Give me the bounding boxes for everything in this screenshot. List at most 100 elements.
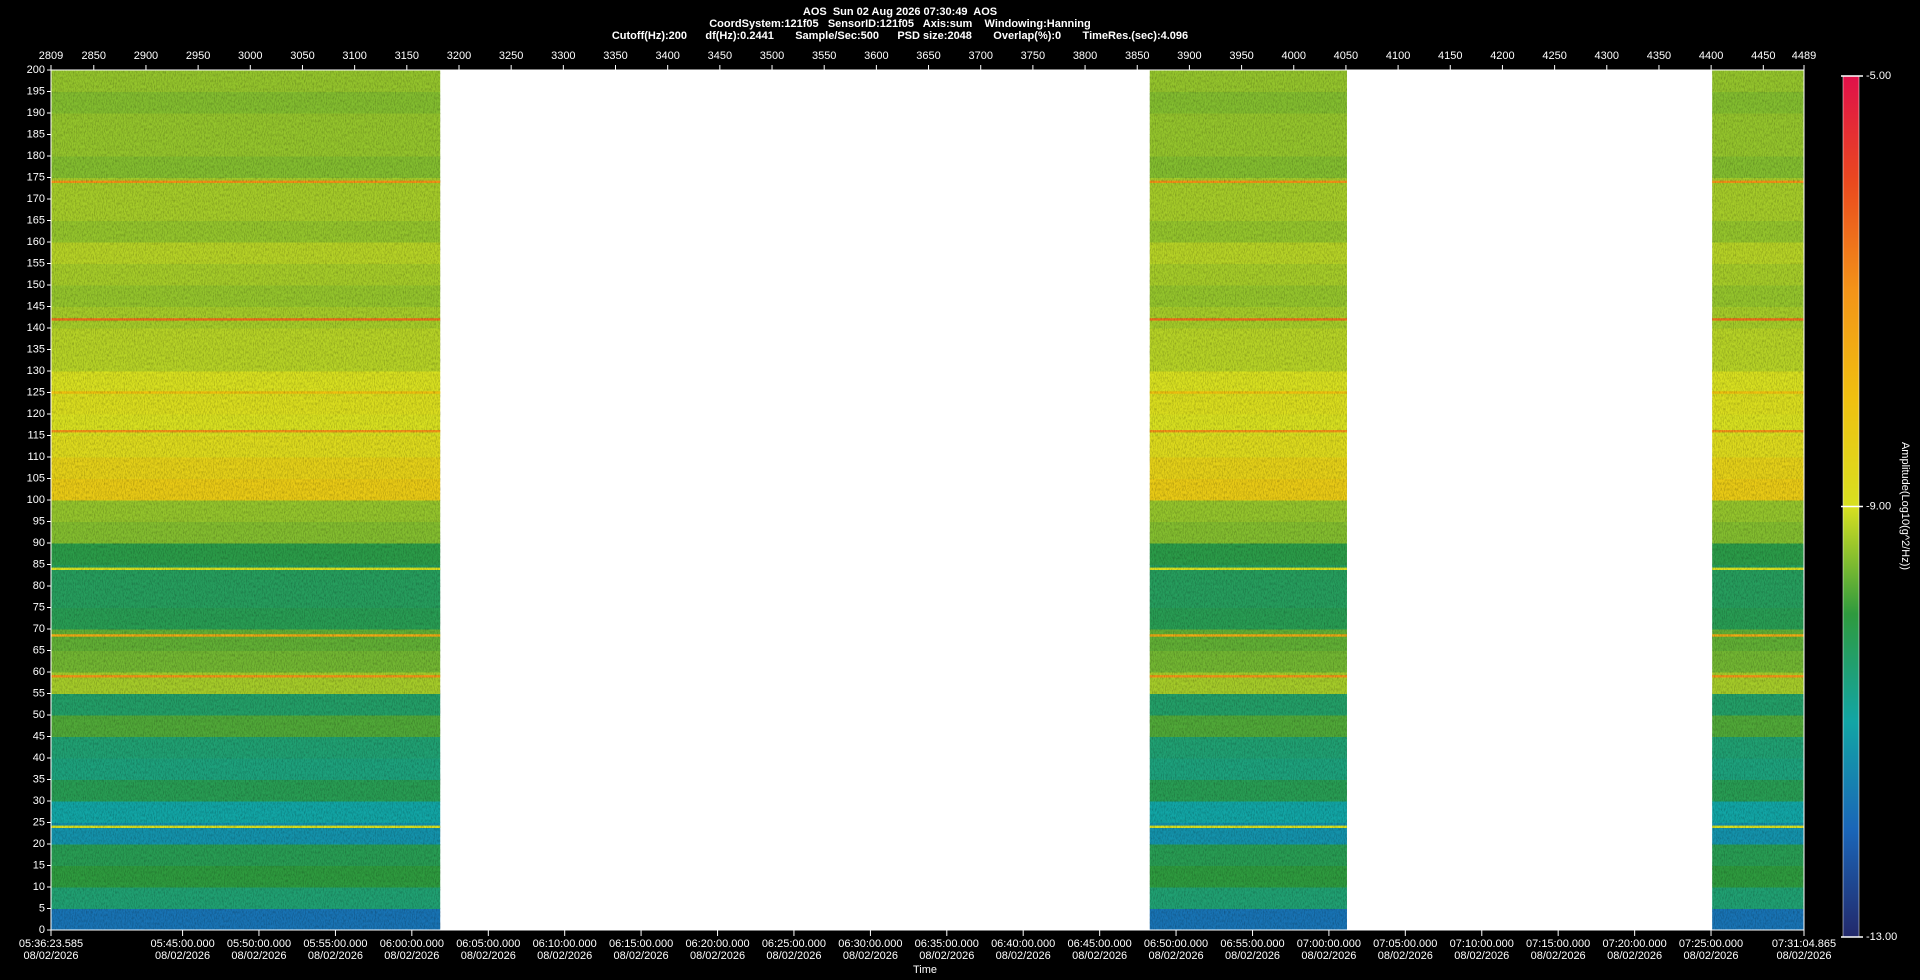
- x2-tick-label: 06:45:00.000: [1068, 938, 1132, 950]
- y-tick-label: 100: [27, 494, 45, 506]
- x2-tick-label: 07:15:00.000: [1526, 938, 1590, 950]
- x-axis-label: Time: [913, 964, 937, 976]
- x2-tick-date: 08/02/2026: [996, 950, 1051, 962]
- x2-tick-label: 06:50:00.000: [1144, 938, 1208, 950]
- y-tick-label: 80: [33, 580, 45, 592]
- colorbar-tick-label: -5.00: [1866, 70, 1891, 82]
- x-tick-label: 3400: [655, 50, 679, 62]
- x2-tick-date: 08/02/2026: [614, 950, 669, 962]
- x2-tick-label: 07:00:00.000: [1297, 938, 1361, 950]
- x-tick-label: 3550: [812, 50, 836, 62]
- y-tick-label: 115: [27, 429, 45, 441]
- y-tick-label: 65: [33, 644, 45, 656]
- y-tick-label: 90: [33, 537, 45, 549]
- x2-tick-label: 06:35:00.000: [915, 938, 979, 950]
- x-tick-label: 4150: [1438, 50, 1462, 62]
- x-tick-label: 3000: [238, 50, 262, 62]
- x-tick-label: 2950: [186, 50, 210, 62]
- y-tick-label: 155: [27, 257, 45, 269]
- x-tick-label: 3950: [1229, 50, 1253, 62]
- colorbar-tick-label: -9.00: [1866, 500, 1891, 512]
- y-tick-label: 185: [27, 128, 45, 140]
- y-tick-label: 75: [33, 601, 45, 613]
- x2-tick-label: 06:30:00.000: [838, 938, 902, 950]
- x-tick-label: 4489: [1792, 50, 1816, 62]
- x2-tick-label: 06:20:00.000: [685, 938, 749, 950]
- x-tick-label: 4350: [1647, 50, 1671, 62]
- y-tick-label: 135: [27, 343, 45, 355]
- x2-tick-label: 06:00:00.000: [380, 938, 444, 950]
- x-tick-label: 3450: [708, 50, 732, 62]
- y-tick-label: 70: [33, 623, 45, 635]
- y-tick-label: 120: [27, 408, 45, 420]
- x-tick-label: 3500: [760, 50, 784, 62]
- x2-tick-date: 08/02/2026: [1607, 950, 1662, 962]
- x2-tick-date: 08/02/2026: [1454, 950, 1509, 962]
- x2-tick-label: 05:36:23.585: [19, 938, 83, 950]
- x2-tick-date: 08/02/2026: [843, 950, 898, 962]
- x-tick-label: 3900: [1177, 50, 1201, 62]
- x-tick-label: 3800: [1073, 50, 1097, 62]
- x-tick-label: 4200: [1490, 50, 1514, 62]
- x2-tick-label: 07:10:00.000: [1450, 938, 1514, 950]
- y-tick-label: 85: [33, 558, 45, 570]
- x-tick-label: 4050: [1334, 50, 1358, 62]
- y-tick-label: 200: [27, 64, 45, 76]
- x2-tick-label: 05:55:00.000: [303, 938, 367, 950]
- x-tick-label: 4300: [1595, 50, 1619, 62]
- y-tick-label: 45: [33, 730, 45, 742]
- y-tick-label: 130: [27, 365, 45, 377]
- colorbar-label: Amplitude(Log10(g^2/Hz)): [1899, 442, 1911, 570]
- x-tick-label: 2900: [134, 50, 158, 62]
- x2-tick-date: 08/02/2026: [919, 950, 974, 962]
- y-tick-label: 160: [27, 236, 45, 248]
- x-tick-label: 4000: [1282, 50, 1306, 62]
- y-tick-label: 170: [27, 193, 45, 205]
- y-tick-label: 150: [27, 279, 45, 291]
- y-tick-label: 40: [33, 752, 45, 764]
- y-tick-label: 105: [27, 472, 45, 484]
- x2-tick-date: 08/02/2026: [1683, 950, 1738, 962]
- y-tick-label: 125: [27, 386, 45, 398]
- x2-tick-date: 08/02/2026: [384, 950, 439, 962]
- y-tick-label: 165: [27, 214, 45, 226]
- x-tick-label: 3200: [447, 50, 471, 62]
- y-tick-label: 95: [33, 515, 45, 527]
- x-tick-label: 4450: [1751, 50, 1775, 62]
- y-tick-label: 0: [39, 924, 45, 936]
- x2-tick-date: 08/02/2026: [1378, 950, 1433, 962]
- x2-tick-date: 08/02/2026: [1072, 950, 1127, 962]
- x2-tick-label: 06:25:00.000: [762, 938, 826, 950]
- x2-tick-label: 07:20:00.000: [1603, 938, 1667, 950]
- x-tick-label: 3700: [968, 50, 992, 62]
- x-tick-label: 3050: [290, 50, 314, 62]
- x2-tick-label: 06:10:00.000: [533, 938, 597, 950]
- x2-tick-label: 07:31:04.865: [1772, 938, 1836, 950]
- x2-tick-date: 08/02/2026: [231, 950, 286, 962]
- x2-tick-date: 08/02/2026: [1531, 950, 1586, 962]
- x-tick-label: 3300: [551, 50, 575, 62]
- noise-texture: [1149, 70, 1347, 930]
- x2-tick-label: 05:50:00.000: [227, 938, 291, 950]
- y-tick-label: 5: [39, 902, 45, 914]
- x-tick-label: 2850: [82, 50, 106, 62]
- x-tick-label: 3750: [1021, 50, 1045, 62]
- x2-tick-date: 08/02/2026: [1301, 950, 1356, 962]
- chart-title: AOS Sun 02 Aug 2026 07:30:49 AOS: [803, 6, 997, 18]
- y-tick-label: 15: [33, 859, 45, 871]
- noise-texture: [1712, 70, 1804, 930]
- y-tick-label: 25: [33, 816, 45, 828]
- x-tick-label: 4250: [1542, 50, 1566, 62]
- x2-tick-date: 08/02/2026: [1149, 950, 1204, 962]
- y-tick-label: 60: [33, 666, 45, 678]
- x2-tick-label: 06:15:00.000: [609, 938, 673, 950]
- y-tick-label: 175: [27, 171, 45, 183]
- x-tick-label: 2809: [39, 50, 63, 62]
- x-tick-label: 4400: [1699, 50, 1723, 62]
- x2-tick-label: 07:25:00.000: [1679, 938, 1743, 950]
- x2-tick-label: 06:55:00.000: [1220, 938, 1284, 950]
- x-tick-label: 3100: [342, 50, 366, 62]
- y-tick-label: 180: [27, 150, 45, 162]
